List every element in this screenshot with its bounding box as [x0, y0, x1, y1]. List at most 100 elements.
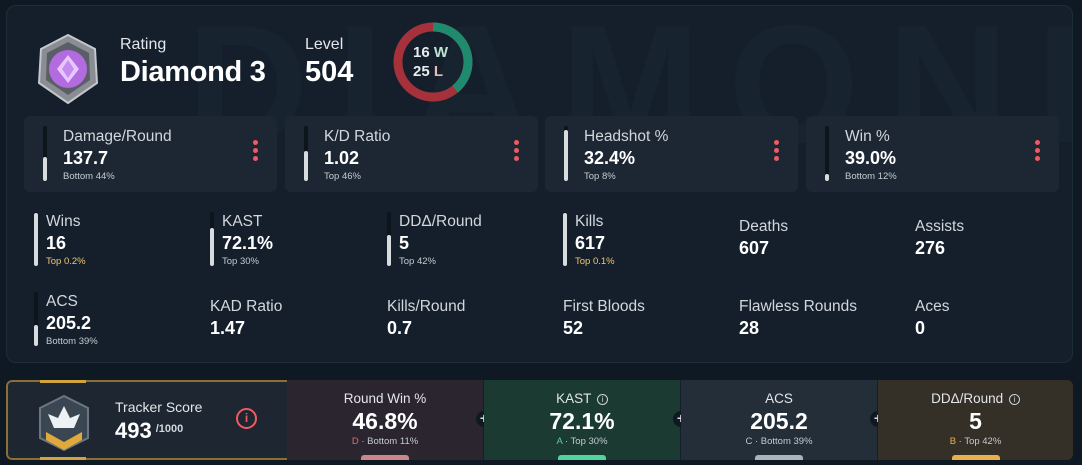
- more-options-icon[interactable]: [514, 140, 520, 164]
- stat-value: 0.7: [387, 318, 413, 338]
- segment-value: 72.1%: [549, 408, 615, 434]
- wins-suffix: W: [433, 44, 449, 61]
- stat-percentile: Top 0.1%: [575, 256, 615, 267]
- stat-card-win: Win % 39.0% Bottom 12%: [806, 116, 1059, 192]
- stat-value: 617: [575, 233, 606, 253]
- segment-grade: B · Top 42%: [878, 436, 1073, 447]
- info-icon[interactable]: i: [236, 408, 257, 429]
- tracker-segment-acs: ACS 205.2 C · Bottom 39%: [681, 380, 877, 460]
- stat-value: 28: [739, 318, 760, 338]
- percentile-bar: [387, 212, 391, 266]
- stat-value: 52: [563, 318, 584, 338]
- stat-label: Flawless Rounds: [739, 298, 858, 315]
- stat-percentile: Top 42%: [399, 256, 436, 267]
- grade-indicator: [951, 455, 1000, 460]
- tracker-segment-kast: KAST i 72.1% A · Top 30%: [484, 380, 680, 460]
- stat-label: KAST: [222, 213, 263, 230]
- tracker-score-summary: Tracker Score 493/1000 i: [6, 380, 287, 460]
- level-value: 504: [305, 56, 354, 88]
- level-label: Level: [305, 36, 344, 53]
- grade-letter: D: [351, 436, 359, 447]
- stat-percentile: Bottom 12%: [845, 171, 897, 182]
- stat-card-k-d-ratio: K/D Ratio 1.02 Top 46%: [285, 116, 538, 192]
- percentile-fill: [210, 228, 214, 266]
- stat-label: Wins: [46, 213, 81, 230]
- stat-value: 276: [915, 238, 946, 258]
- stat-assists: Assists 276: [915, 210, 1072, 272]
- tracker-score-number: 493: [115, 418, 152, 443]
- tracker-score-panel: Tracker Score 493/1000 i Round Win % 46.8…: [6, 380, 1073, 460]
- info-icon[interactable]: i: [1008, 394, 1020, 405]
- percentile-fill: [43, 156, 47, 181]
- tracker-score-label: Tracker Score: [115, 399, 203, 415]
- stat-value: 32.4%: [584, 148, 636, 168]
- more-options-icon[interactable]: [774, 140, 780, 164]
- losses-suffix: L: [433, 63, 444, 80]
- stat-percentile: Top 46%: [324, 171, 361, 182]
- stat-value: 607: [739, 238, 770, 258]
- stat-aces: Aces 0: [915, 290, 1072, 352]
- segment-grade: D · Bottom 11%: [287, 436, 483, 447]
- percentile-fill: [34, 212, 38, 266]
- grade-percentile: · Bottom 39%: [752, 436, 813, 447]
- percentile-bar: [210, 212, 214, 266]
- stat-value: 137.7: [63, 148, 109, 168]
- segment-label: ACS: [765, 391, 793, 406]
- percentile-bar: [34, 292, 38, 346]
- grade-letter: B: [949, 436, 957, 447]
- stat-percentile: Bottom 39%: [46, 336, 98, 347]
- stat-value: 16: [46, 233, 67, 253]
- stat-label: KAD Ratio: [210, 298, 283, 315]
- more-options-icon[interactable]: [1035, 140, 1041, 164]
- stat-label: Deaths: [739, 218, 789, 235]
- tracker-segment-dd-round: DDΔ/Round i 5 B · Top 42%: [878, 380, 1073, 460]
- diamond-rank-icon: [37, 33, 99, 105]
- win-loss-ring: [393, 22, 473, 102]
- percentile-fill: [304, 151, 308, 181]
- grade-indicator: [361, 455, 409, 460]
- wins-count: 16: [413, 44, 430, 61]
- stat-label: ACS: [46, 293, 78, 310]
- percentile-bar: [43, 126, 47, 181]
- segment-label: KAST i: [484, 391, 680, 406]
- tracker-score-max: /1000: [155, 423, 184, 435]
- stat-label: DDΔ/Round: [399, 213, 482, 230]
- stat-value: 72.1%: [222, 233, 274, 253]
- segment-grade: A · Top 30%: [484, 436, 680, 447]
- grade-percentile: · Bottom 11%: [358, 436, 419, 447]
- percentile-bar: [34, 212, 38, 266]
- segment-label: DDΔ/Round i: [878, 391, 1073, 406]
- percentile-fill: [387, 234, 391, 266]
- percentile-fill: [564, 130, 568, 181]
- losses-count: 25: [413, 63, 430, 80]
- percentile-fill: [34, 324, 38, 346]
- tracker-segment-round-win: Round Win % 46.8% D · Bottom 11%: [287, 380, 483, 460]
- stat-percentile: Top 0.2%: [46, 256, 86, 267]
- gold-accent-top: [40, 380, 86, 383]
- stat-card-headshot: Headshot % 32.4% Top 8%: [545, 116, 798, 192]
- percentile-fill: [563, 212, 567, 266]
- stat-value: 205.2: [46, 313, 92, 333]
- stat-kills: Kills 617 Top 0.1%: [563, 210, 723, 272]
- stat-value: 1.02: [324, 148, 360, 168]
- stat-percentile: Bottom 44%: [63, 171, 115, 182]
- more-options-icon[interactable]: [253, 140, 259, 164]
- stat-wins: Wins 16 Top 0.2%: [34, 210, 194, 272]
- stat-value: 5: [399, 233, 410, 253]
- win-loss-text: 16 W 25 L: [413, 43, 448, 81]
- stat-value: 0: [915, 318, 926, 338]
- stat-acs: ACS 205.2 Bottom 39%: [34, 290, 194, 352]
- percentile-bar: [304, 126, 308, 181]
- grade-indicator: [558, 455, 606, 460]
- tracker-score-value: 493/1000: [115, 418, 183, 444]
- stat-flawless-rounds: Flawless Rounds 28: [739, 290, 899, 352]
- stat-label: Kills/Round: [387, 298, 466, 315]
- info-icon[interactable]: i: [596, 394, 608, 405]
- segment-value: 46.8%: [352, 408, 418, 434]
- stat-percentile: Top 30%: [222, 256, 259, 267]
- grade-percentile: · Top 42%: [956, 436, 1002, 447]
- grade-indicator: [755, 455, 803, 460]
- rating-label: Rating: [120, 36, 167, 53]
- grade-letter: A: [556, 436, 563, 447]
- percentile-bar: [825, 126, 829, 181]
